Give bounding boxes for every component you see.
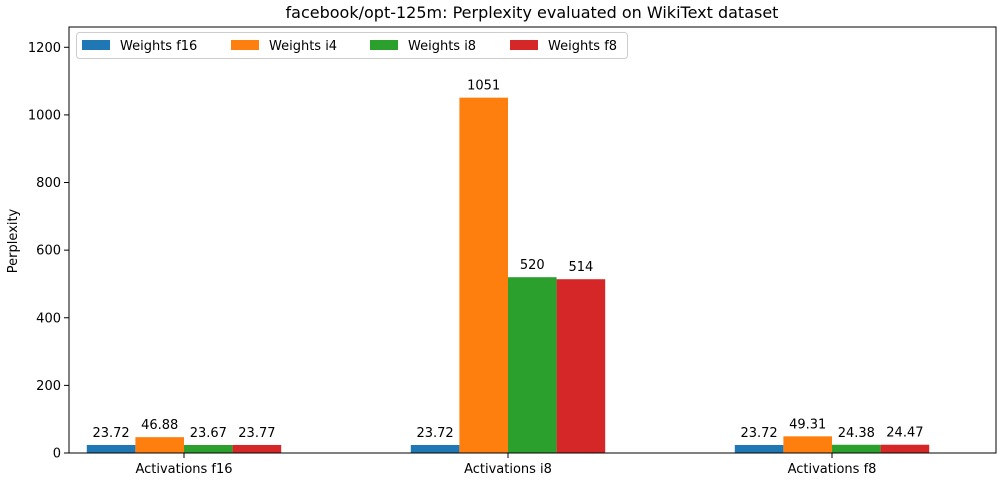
legend-entry-label: Weights i4 (269, 39, 337, 54)
legend-swatch (231, 40, 259, 50)
x-tick-label: Activations f16 (135, 462, 232, 477)
legend-swatch (510, 40, 538, 50)
bar-value-label: 23.72 (740, 426, 777, 441)
legend-entry-label: Weights f8 (548, 39, 617, 54)
bar (459, 97, 508, 453)
y-tick-label: 400 (36, 311, 61, 326)
y-tick-label: 600 (36, 244, 61, 259)
bar-labels-layer: 23.72 23.72 23.72 46.88 1051 49.31 23.67 520 24.… (92, 79, 923, 441)
chart-title: facebook/opt-125m: Perplexity evaluated … (286, 3, 779, 22)
bar (184, 445, 233, 453)
legend-entry-label: Weights i8 (408, 39, 476, 54)
x-axis: Activations f16 Activations i8 Activations… (135, 453, 876, 477)
legend-swatch (370, 40, 398, 50)
bar-value-label: 23.72 (92, 426, 129, 441)
bar-value-label: 514 (568, 260, 593, 275)
bar (86, 444, 136, 453)
plot-frame (68, 26, 997, 454)
bar-value-label: 23.72 (416, 426, 453, 441)
legend-swatch (82, 40, 110, 50)
y-tick-label: 200 (36, 379, 61, 394)
x-tick-label: Activations f8 (788, 462, 877, 477)
legend: Weights f16 Weights i4 Weights i8 Weights f… (76, 32, 628, 59)
y-axis-label: Perplexity (6, 208, 21, 273)
bars-layer (86, 97, 930, 453)
y-tick-label: 800 (36, 176, 61, 191)
x-tick-label: Activations i8 (464, 462, 552, 477)
legend-entry-label: Weights f16 (120, 39, 197, 54)
bar (135, 437, 184, 453)
bar-value-label: 49.31 (789, 417, 826, 432)
bar-value-label: 520 (520, 258, 545, 273)
bar (232, 444, 282, 453)
y-tick-label: 0 (53, 447, 61, 462)
bar-value-label: 23.77 (238, 426, 275, 441)
bar (508, 277, 557, 453)
y-tick-label: 1000 (28, 108, 61, 123)
bar-value-label: 46.88 (141, 418, 178, 433)
bar (832, 444, 881, 453)
y-axis: 0 200 400 600 800 1000 1200 (28, 41, 69, 462)
bar (880, 444, 930, 453)
bar-value-label: 23.67 (190, 426, 227, 441)
bar (783, 436, 832, 453)
bar-value-label: 24.47 (886, 426, 923, 441)
bar (734, 444, 784, 453)
bar-value-label: 1051 (467, 79, 500, 94)
bar (556, 279, 606, 453)
legend-frame (76, 32, 628, 59)
bar-value-label: 24.38 (838, 426, 875, 441)
y-tick-label: 1200 (28, 41, 61, 56)
bar (410, 444, 460, 453)
